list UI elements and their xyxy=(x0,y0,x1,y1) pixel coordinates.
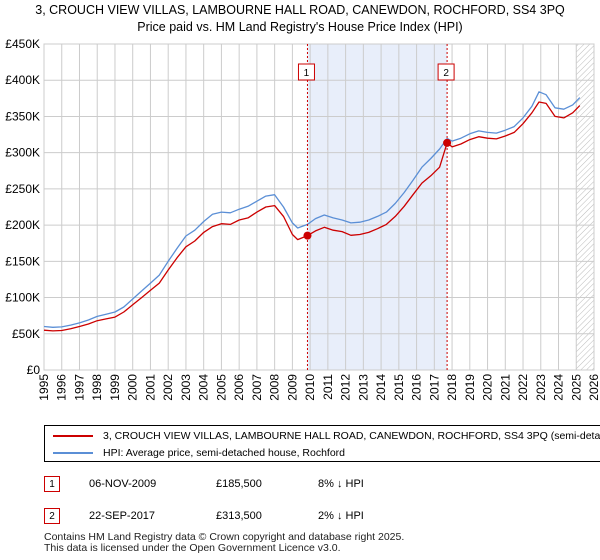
x-tick-label: 2007 xyxy=(250,374,264,401)
x-tick-label: 2001 xyxy=(143,374,157,401)
y-tick-label: £450K xyxy=(5,37,40,51)
x-tick-label: 2018 xyxy=(445,374,459,401)
x-tick-label: 2020 xyxy=(481,374,495,401)
footer: Contains HM Land Registry data © Crown c… xyxy=(44,532,404,554)
x-tick-label: 2015 xyxy=(392,374,406,401)
x-tick-label: 2000 xyxy=(126,374,140,401)
x-tick-label: 1995 xyxy=(37,374,51,401)
y-tick-label: £50K xyxy=(12,327,40,341)
transaction-badge: 1 xyxy=(44,476,60,492)
x-tick-label: 2026 xyxy=(587,374,600,401)
y-tick-label: £350K xyxy=(5,109,40,123)
hatched-region xyxy=(576,44,594,370)
legend-swatch-property xyxy=(53,435,93,437)
legend-label-property: 3, CROUCH VIEW VILLAS, LAMBOURNE HALL RO… xyxy=(103,430,600,442)
x-tick-label: 2005 xyxy=(214,374,228,401)
legend-swatch-hpi xyxy=(53,452,93,454)
y-tick-label: £150K xyxy=(5,254,40,268)
x-tick-label: 2014 xyxy=(374,374,388,401)
x-tick-label: 2021 xyxy=(498,374,512,401)
x-tick-label: 1999 xyxy=(108,374,122,401)
series-line-hpi xyxy=(43,91,581,328)
x-tick-label: 2006 xyxy=(232,374,246,401)
x-tick-label: 1997 xyxy=(72,374,86,401)
transaction-hpi: 8% ↓ HPI xyxy=(318,478,364,490)
y-tick-label: £200K xyxy=(5,218,40,232)
x-tick-label: 2013 xyxy=(356,374,370,401)
chart-title-block: 3, CROUCH VIEW VILLAS, LAMBOURNE HALL RO… xyxy=(0,2,600,36)
x-tick-label: 2003 xyxy=(179,374,193,401)
series-line-property xyxy=(43,101,581,332)
x-tick-label: 1996 xyxy=(55,374,69,401)
transaction-point xyxy=(303,231,312,240)
shaded-period xyxy=(307,44,448,370)
transaction-row: 1 06-NOV-2009 £185,500 8% ↓ HPI xyxy=(0,476,600,496)
legend-label-hpi: HPI: Average price, semi-detached house,… xyxy=(103,447,346,459)
y-tick-label: £0 xyxy=(27,363,41,377)
x-tick-label: 2009 xyxy=(285,374,299,401)
plot-frame xyxy=(43,43,595,371)
x-tick-label: 2004 xyxy=(197,374,211,401)
y-tick-label: £250K xyxy=(5,182,40,196)
x-tick-label: 2024 xyxy=(552,374,566,401)
legend: 3, CROUCH VIEW VILLAS, LAMBOURNE HALL RO… xyxy=(44,425,600,462)
x-tick-label: 2012 xyxy=(339,374,353,401)
transaction-badge: 2 xyxy=(44,508,60,524)
legend-item-property: 3, CROUCH VIEW VILLAS, LAMBOURNE HALL RO… xyxy=(53,428,600,444)
transaction-date: 06-NOV-2009 xyxy=(89,478,157,490)
annotation-label: 1 xyxy=(304,68,310,79)
annotation-label: 2 xyxy=(443,68,449,79)
transaction-point xyxy=(443,138,452,147)
x-tick-label: 2016 xyxy=(410,374,424,401)
x-tick-label: 1998 xyxy=(90,374,104,401)
transaction-date: 22-SEP-2017 xyxy=(89,510,156,522)
chart-subtitle: Price paid vs. HM Land Registry's House … xyxy=(137,20,463,34)
x-tick-label: 2023 xyxy=(534,374,548,401)
x-tick-label: 2002 xyxy=(161,374,175,401)
footer-licence: This data is licensed under the Open Gov… xyxy=(44,542,341,554)
x-tick-label: 2017 xyxy=(427,374,441,401)
transaction-price: £313,500 xyxy=(216,510,262,522)
transaction-row: 2 22-SEP-2017 £313,500 2% ↓ HPI xyxy=(0,508,600,528)
x-tick-label: 2022 xyxy=(516,374,530,401)
annotation-box xyxy=(297,63,315,81)
legend-item-hpi: HPI: Average price, semi-detached house,… xyxy=(53,445,345,461)
y-tick-label: £300K xyxy=(5,146,40,160)
x-tick-label: 2011 xyxy=(321,374,335,400)
x-tick-label: 2025 xyxy=(569,374,583,401)
transaction-price: £185,500 xyxy=(216,478,262,490)
x-tick-label: 2010 xyxy=(303,374,317,401)
y-tick-label: £400K xyxy=(5,73,40,87)
x-tick-label: 2008 xyxy=(268,374,282,401)
x-tick-label: 2019 xyxy=(463,374,477,401)
transaction-hpi: 2% ↓ HPI xyxy=(318,510,364,522)
footer-copyright: Contains HM Land Registry data © Crown c… xyxy=(44,531,405,543)
y-tick-label: £100K xyxy=(5,291,40,305)
chart-title: 3, CROUCH VIEW VILLAS, LAMBOURNE HALL RO… xyxy=(35,3,565,17)
annotation-box xyxy=(437,63,455,81)
price-chart: £0 £50K £100K £150K £200K £250K £300K £350K £400… xyxy=(5,37,600,401)
